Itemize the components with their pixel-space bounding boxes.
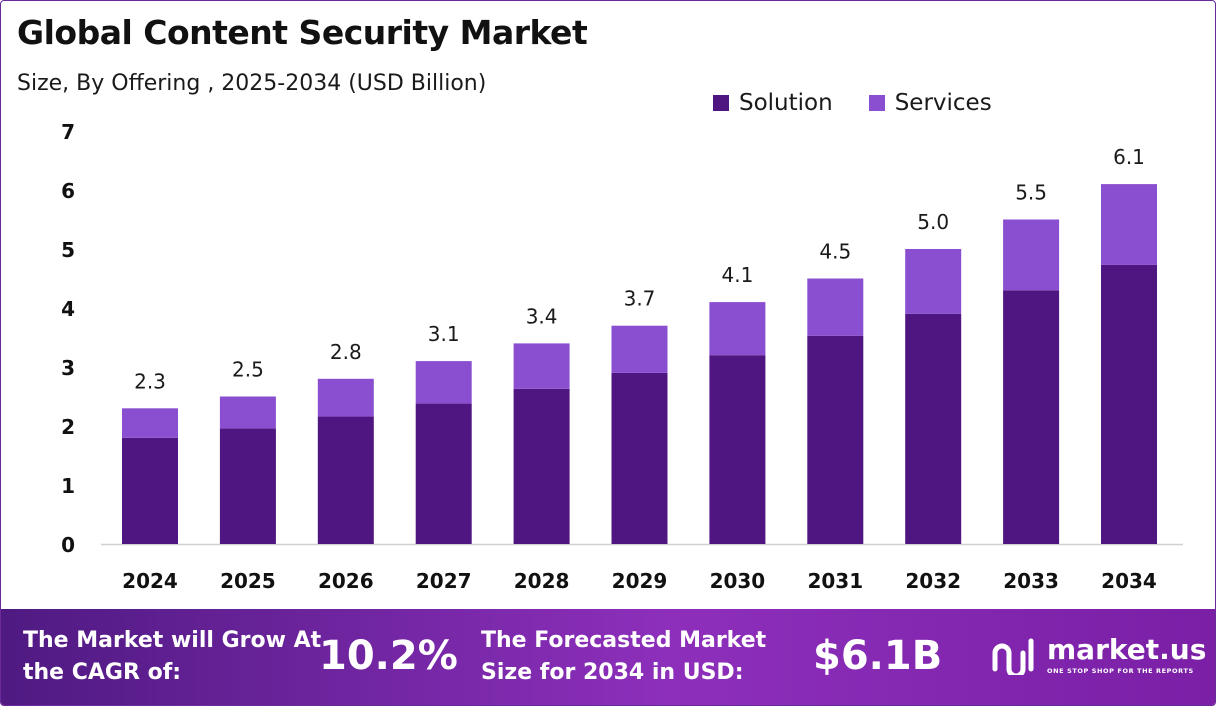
- bar-solution-2028: [513, 388, 570, 544]
- bar-solution-2033: [1003, 290, 1060, 544]
- bar-services-2028: [513, 343, 570, 389]
- bar-services-2031: [807, 278, 864, 336]
- x-tick-label: 2028: [514, 569, 570, 593]
- y-tick-label: 0: [61, 533, 75, 557]
- bar-services-2025: [219, 396, 276, 429]
- bar-total-label: 4.5: [819, 240, 851, 264]
- y-tick-label: 7: [61, 120, 75, 144]
- bar-services-2033: [1003, 219, 1060, 291]
- bar-solution-2025: [219, 428, 276, 544]
- y-tick-label: 5: [61, 238, 75, 262]
- x-tick-label: 2026: [318, 569, 374, 593]
- stacked-bar-chart: 0 1 2 3 4 5 6 7 2.3 2024 2.5 2025 2.8 2026 3.1 2027 3.4 2…: [61, 120, 1183, 593]
- forecast-label: The Forecasted Market Size for 2034 in U…: [481, 628, 767, 685]
- cagr-label: The Market will Grow At the CAGR of:: [23, 628, 322, 685]
- logo-tagline: ONE STOP SHOP FOR THE REPORTS: [1047, 666, 1194, 675]
- bar-total-label: 6.1: [1113, 145, 1145, 169]
- x-tick-label: 2027: [416, 569, 472, 593]
- chart-subtitle: Size, By Offering , 2025-2034 (USD Billi…: [17, 71, 487, 96]
- bar-services-2026: [317, 378, 374, 417]
- y-tick-label: 6: [61, 179, 75, 203]
- bar-solution-2024: [122, 437, 178, 544]
- forecast-value: $6.1B: [813, 633, 943, 679]
- bar-solution-2030: [709, 355, 766, 544]
- bar-total-label: 2.8: [330, 340, 362, 364]
- x-tick-label: 2025: [220, 569, 276, 593]
- bar-total-label: 3.4: [526, 304, 558, 328]
- legend-item-services: Services: [868, 90, 992, 116]
- chart-title: Global Content Security Market: [17, 13, 588, 52]
- summary-banner: The Market will Grow At the CAGR of: 10.…: [1, 609, 1215, 705]
- bar-solution-2031: [807, 335, 864, 544]
- x-tick-label: 2034: [1101, 569, 1157, 593]
- y-tick-label: 3: [61, 356, 75, 380]
- bar-solution-2034: [1101, 264, 1157, 544]
- market-us-logo-icon: [992, 638, 1034, 675]
- legend-label-services: Services: [894, 90, 992, 116]
- x-tick-label: 2029: [612, 569, 668, 593]
- bar-solution-2029: [611, 372, 668, 544]
- x-tick-label: 2030: [710, 569, 766, 593]
- bar-services-2027: [415, 361, 472, 404]
- bar-total-label: 4.1: [721, 263, 753, 287]
- bar-services-2034: [1101, 184, 1157, 265]
- cagr-value: 10.2%: [319, 633, 458, 679]
- x-tick-label: 2032: [905, 569, 961, 593]
- bar-total-label: 3.7: [624, 287, 656, 311]
- bar-total-label: 2.5: [232, 358, 264, 382]
- y-tick-label: 1: [61, 474, 75, 498]
- chart-legend: Solution Services: [713, 90, 1028, 116]
- x-tick-label: 2031: [807, 569, 863, 593]
- legend-item-solution: Solution: [713, 90, 833, 116]
- bar-total-label: 3.1: [428, 322, 460, 346]
- bar-solution-2027: [415, 403, 472, 544]
- y-tick-label: 2: [61, 415, 75, 439]
- legend-swatch-services: [868, 95, 885, 111]
- legend-label-solution: Solution: [739, 90, 833, 116]
- x-tick-label: 2033: [1003, 569, 1059, 593]
- bar-services-2024: [122, 408, 178, 438]
- bar-services-2029: [611, 325, 668, 373]
- legend-swatch-solution: [713, 95, 729, 111]
- brand-logo: market.us ONE STOP SHOP FOR THE REPORTS: [991, 635, 1206, 675]
- bar-solution-2026: [317, 416, 374, 544]
- bar-solution-2032: [905, 313, 962, 544]
- bar-services-2032: [905, 249, 962, 314]
- bar-total-label: 5.0: [917, 210, 949, 234]
- logo-name: market.us: [1047, 632, 1207, 666]
- bar-total-label: 2.3: [134, 369, 166, 393]
- bar-total-label: 5.5: [1015, 181, 1047, 205]
- bar-services-2030: [709, 302, 766, 356]
- y-tick-label: 4: [61, 297, 75, 321]
- x-tick-label: 2024: [122, 569, 178, 593]
